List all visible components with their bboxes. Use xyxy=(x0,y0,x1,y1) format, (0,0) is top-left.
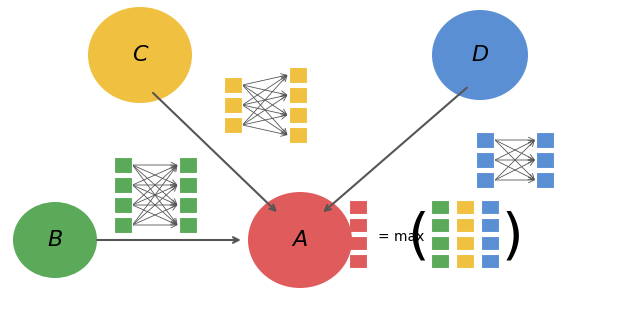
Text: A: A xyxy=(293,230,308,250)
Text: B: B xyxy=(47,230,63,250)
FancyBboxPatch shape xyxy=(179,157,197,173)
FancyBboxPatch shape xyxy=(476,152,494,168)
FancyBboxPatch shape xyxy=(288,87,306,103)
FancyBboxPatch shape xyxy=(349,236,367,250)
FancyBboxPatch shape xyxy=(288,67,306,83)
FancyBboxPatch shape xyxy=(179,217,197,233)
FancyBboxPatch shape xyxy=(481,218,499,232)
Ellipse shape xyxy=(248,192,352,288)
FancyBboxPatch shape xyxy=(179,177,197,193)
Text: C: C xyxy=(132,45,148,65)
FancyBboxPatch shape xyxy=(431,254,449,268)
FancyBboxPatch shape xyxy=(288,107,306,123)
FancyBboxPatch shape xyxy=(536,152,554,168)
Text: = max: = max xyxy=(378,230,424,244)
FancyBboxPatch shape xyxy=(288,127,306,143)
FancyBboxPatch shape xyxy=(349,254,367,268)
Ellipse shape xyxy=(88,7,192,103)
Ellipse shape xyxy=(432,10,528,100)
Text: D: D xyxy=(471,45,489,65)
FancyBboxPatch shape xyxy=(431,236,449,250)
Text: ): ) xyxy=(501,210,523,264)
FancyBboxPatch shape xyxy=(349,218,367,232)
FancyBboxPatch shape xyxy=(481,236,499,250)
FancyBboxPatch shape xyxy=(456,236,474,250)
FancyBboxPatch shape xyxy=(536,172,554,188)
FancyBboxPatch shape xyxy=(456,254,474,268)
FancyBboxPatch shape xyxy=(223,97,242,113)
FancyBboxPatch shape xyxy=(223,77,242,93)
FancyBboxPatch shape xyxy=(179,197,197,213)
FancyBboxPatch shape xyxy=(481,200,499,214)
FancyBboxPatch shape xyxy=(431,200,449,214)
FancyBboxPatch shape xyxy=(476,132,494,148)
FancyBboxPatch shape xyxy=(349,200,367,214)
FancyBboxPatch shape xyxy=(431,218,449,232)
Ellipse shape xyxy=(13,202,97,278)
FancyBboxPatch shape xyxy=(481,254,499,268)
FancyBboxPatch shape xyxy=(113,177,131,193)
FancyBboxPatch shape xyxy=(456,200,474,214)
Text: (: ( xyxy=(407,210,429,264)
FancyBboxPatch shape xyxy=(113,197,131,213)
FancyBboxPatch shape xyxy=(223,117,242,133)
FancyBboxPatch shape xyxy=(113,157,131,173)
FancyBboxPatch shape xyxy=(113,217,131,233)
FancyBboxPatch shape xyxy=(476,172,494,188)
FancyBboxPatch shape xyxy=(456,218,474,232)
FancyBboxPatch shape xyxy=(536,132,554,148)
